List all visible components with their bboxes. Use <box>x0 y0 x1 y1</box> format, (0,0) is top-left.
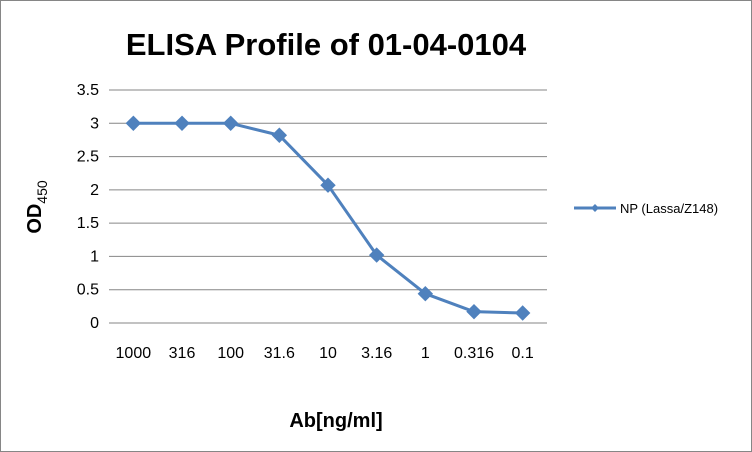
data-point <box>174 115 190 131</box>
y-tick-label: 0 <box>90 315 99 332</box>
y-tick-label: 1 <box>90 248 99 265</box>
x-tick-label: 10 <box>319 345 337 362</box>
y-tick-label: 3.5 <box>77 82 99 99</box>
x-tick-label: 1 <box>421 345 430 362</box>
legend: NP (Lassa/Z148) <box>574 201 718 216</box>
gridlines <box>109 89 547 324</box>
y-tick-label: 0.5 <box>77 282 99 299</box>
x-tick-label: 316 <box>169 345 196 362</box>
x-tick-label: 3.16 <box>361 345 392 362</box>
legend-marker <box>591 204 599 212</box>
y-tick-labels: 0 0.5 1 1.5 2 2.5 3 3.5 <box>77 82 99 332</box>
series-line <box>133 121 523 315</box>
data-point <box>125 115 142 131</box>
x-tick-label: 31.6 <box>264 345 295 362</box>
x-tick-label: 0.1 <box>512 345 534 362</box>
chart-title: ELISA Profile of 01-04-0104 <box>126 27 527 62</box>
data-point <box>466 303 482 320</box>
series-group <box>125 115 531 321</box>
data-point <box>514 305 531 321</box>
y-axis-title-main: OD <box>24 204 46 234</box>
data-point <box>271 127 288 143</box>
data-point <box>368 247 385 263</box>
data-point <box>417 286 434 302</box>
svg-text:OD450: OD450 <box>24 180 50 234</box>
y-axis-title-subscript: 450 <box>34 180 50 204</box>
legend-label: NP (Lassa/Z148) <box>620 201 718 216</box>
y-tick-label: 2 <box>90 182 99 199</box>
y-tick-label: 1.5 <box>77 215 99 232</box>
x-axis-title: Ab[ng/ml] <box>289 410 382 432</box>
data-point <box>222 115 239 131</box>
data-point <box>320 177 336 193</box>
x-tick-label: 0.316 <box>454 345 494 362</box>
x-tick-label: 100 <box>217 345 244 362</box>
y-tick-label: 3 <box>90 115 99 132</box>
y-tick-label: 2.5 <box>77 149 99 166</box>
y-axis-title: OD450 <box>24 180 50 234</box>
x-tick-labels: 1000 316 100 31.6 10 3.16 1 0.316 0.1 <box>116 345 534 362</box>
x-tick-label: 1000 <box>116 345 152 362</box>
